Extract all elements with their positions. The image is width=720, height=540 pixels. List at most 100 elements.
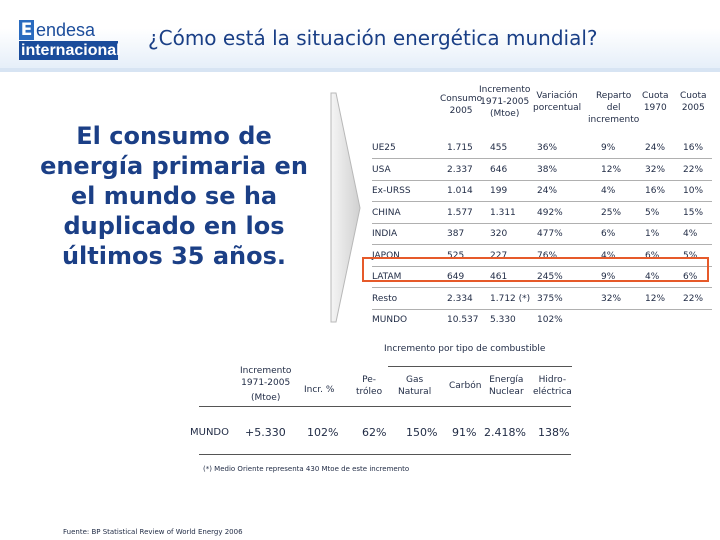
endesa-logo: E endesa internacional [19, 20, 121, 60]
fuel-row-label: MUNDO [190, 427, 229, 438]
fuel-value-hidro: 138% [538, 426, 570, 439]
col-header-reparto: Reparto del incremento [588, 90, 639, 126]
row-divider [372, 158, 712, 159]
fuel-header-gas: Gas Natural [398, 374, 431, 398]
col-header-cuota-2005: Cuota 2005 [680, 90, 707, 114]
table-row: LATAM 649 461 245% 9% 4% 6% [372, 271, 716, 293]
header-text: 1970 [643, 103, 667, 113]
table-row: UE25 1.715 455 36% 9% 24% 16% [372, 142, 716, 164]
cell-consumo: 1.577 [447, 207, 473, 218]
table-row: USA 2.337 646 38% 12% 32% 22% [372, 164, 716, 186]
cell-incremento: 1.712 (*) [490, 293, 531, 304]
cell-consumo: 387 [447, 229, 465, 239]
cell-consumo: 2.334 [447, 293, 473, 304]
header-text: incremento [588, 115, 640, 125]
header-text: (Mtoe) [251, 393, 281, 403]
header-text: Gas [406, 375, 424, 385]
cell-name: CHINA [372, 207, 401, 218]
header-text: Incremento [479, 85, 531, 95]
cell-name: INDIA [372, 229, 398, 239]
fuel-value-gas: 150% [406, 426, 438, 439]
cell-variacion: 492% [537, 207, 563, 218]
header-band [0, 0, 720, 72]
footnote: (*) Medio Oriente representa 430 Mtoe de… [203, 465, 410, 473]
headline-statement: El consumo de energía primaria en el mun… [24, 121, 324, 271]
table-row: Ex-URSS 1.014 199 24% 4% 16% 10% [372, 185, 716, 207]
table-row: JAPON 525 227 76% 4% 6% 5% [372, 250, 716, 272]
cell-cuota2005: 16% [683, 143, 704, 153]
fuel-divider [388, 366, 572, 367]
header-text: Hidro- [538, 375, 567, 385]
fuel-header-incr: Incr. % [304, 385, 335, 395]
cell-reparto: 12% [601, 164, 622, 175]
cell-variacion: 76% [537, 250, 558, 261]
fuel-header-incremento: Incremento 1971-2005 (Mtoe) [240, 365, 291, 404]
row-divider [372, 222, 712, 224]
logo-mark: E [19, 20, 34, 40]
col-header-incremento: Incremento 1971-2005 (Mtoe) [479, 84, 530, 120]
cell-cuota2005: 10% [683, 186, 704, 196]
cell-incremento: 455 [490, 143, 508, 153]
fuel-header-nuclear: Energía Nuclear [489, 374, 524, 398]
headline-line: El consumo de [76, 122, 272, 150]
header-text: 2005 [449, 106, 473, 116]
cell-cuota1970: 4% [645, 272, 660, 282]
cell-reparto: 25% [601, 207, 622, 218]
fuel-header-carbon: Carbón [449, 381, 482, 391]
cell-cuota2005: 22% [683, 164, 704, 175]
fuel-row-bottom-line [199, 454, 571, 455]
cell-incremento: 227 [490, 250, 508, 261]
header-text: del [606, 103, 621, 113]
cell-cuota1970: 24% [645, 143, 666, 153]
cell-cuota2005: 22% [683, 293, 704, 304]
fuel-value-incremento: +5.330 [245, 426, 286, 439]
cell-variacion: 38% [537, 164, 558, 175]
fuel-value-carbon: 91% [452, 426, 477, 439]
table-row: Resto 2.334 1.712 (*) 375% 32% 12% 22% [372, 293, 716, 315]
cell-incremento: 320 [490, 229, 508, 239]
cell-name: Resto [372, 293, 398, 304]
cell-variacion: 245% [537, 272, 563, 282]
header-text: Pe- [362, 375, 376, 385]
headline-line: duplicado en los [63, 212, 285, 240]
cell-variacion: 24% [537, 186, 558, 196]
header-text: Energía [489, 375, 524, 385]
cell-incremento: 461 [490, 272, 508, 282]
headline-line: energía primaria en [40, 152, 308, 180]
cell-name: UE25 [372, 143, 396, 153]
cell-consumo: 1.715 [447, 143, 473, 153]
header-text: 2005 [681, 103, 705, 113]
table-row: CHINA 1.577 1.311 492% 25% 5% 15% [372, 207, 716, 229]
cell-consumo: 649 [447, 272, 465, 282]
cell-reparto: 4% [601, 186, 616, 196]
cell-consumo: 525 [447, 250, 465, 261]
row-divider [372, 244, 712, 245]
header-text: Nuclear [489, 387, 524, 397]
cell-reparto: 9% [601, 272, 616, 282]
fuel-value-incr: 102% [307, 426, 339, 439]
cell-variacion: 477% [537, 229, 563, 239]
fuel-header-petroleo: Pe- tróleo [356, 374, 382, 398]
header-text: Incremento [240, 366, 292, 376]
table-row: MUNDO 10.537 5.330 102% [372, 314, 716, 336]
row-divider [372, 265, 712, 267]
cell-cuota1970: 12% [645, 293, 666, 304]
col-header-variacion: Variación porcentual [533, 90, 581, 114]
header-text: porcentual [533, 103, 582, 113]
header-divider [0, 68, 720, 72]
fuel-value-nuclear: 2.418% [484, 426, 526, 439]
fuel-row-top-line [199, 406, 571, 407]
fuel-section-title: Incremento por tipo de combustible [384, 344, 546, 354]
cell-variacion: 36% [537, 143, 558, 153]
cell-cuota2005: 15% [683, 207, 704, 218]
cell-cuota1970: 16% [645, 186, 666, 196]
header-text: eléctrica [533, 387, 572, 397]
cell-name: Ex-URSS [372, 186, 411, 196]
cell-incremento: 5.330 [490, 315, 516, 325]
cell-name: USA [372, 164, 391, 175]
row-divider [372, 201, 712, 202]
header-text: 1971-2005 [241, 378, 291, 388]
cell-cuota2005: 4% [683, 229, 698, 239]
fuel-value-petroleo: 62% [362, 426, 387, 439]
cell-name: JAPON [372, 250, 400, 261]
